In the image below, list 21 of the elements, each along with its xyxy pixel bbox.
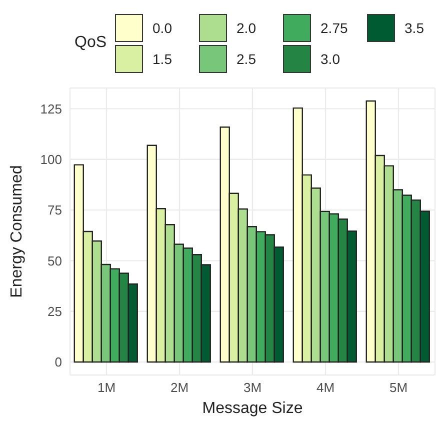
x-tick-label: 3M bbox=[243, 380, 262, 396]
legend-label: 3.5 bbox=[404, 20, 425, 36]
x-tick-label: 5M bbox=[389, 380, 408, 396]
legend-label: 2.5 bbox=[236, 50, 257, 66]
legend-title: QoS bbox=[74, 34, 107, 52]
x-tick-label: 1M bbox=[97, 380, 116, 396]
y-tick-label: 75 bbox=[48, 202, 62, 218]
legend-label: 2.0 bbox=[236, 20, 257, 36]
y-tick-label: 25 bbox=[48, 304, 62, 319]
x-axis-title: Message Size bbox=[202, 400, 303, 417]
y-axis-title: Energy Consumed bbox=[8, 165, 26, 298]
x-tick-label: 4M bbox=[316, 380, 335, 396]
y-tick-label: 50 bbox=[48, 253, 62, 268]
x-tick-label: 2M bbox=[170, 380, 189, 396]
legend-label: 3.0 bbox=[320, 50, 341, 66]
y-tick-label: 100 bbox=[40, 152, 62, 167]
legend-label: 0.0 bbox=[152, 20, 173, 36]
legend-label: 2.75 bbox=[320, 20, 349, 36]
legend-label: 1.5 bbox=[152, 50, 173, 66]
y-tick-label: 125 bbox=[40, 101, 62, 116]
y-tick-label: 0 bbox=[54, 354, 62, 370]
